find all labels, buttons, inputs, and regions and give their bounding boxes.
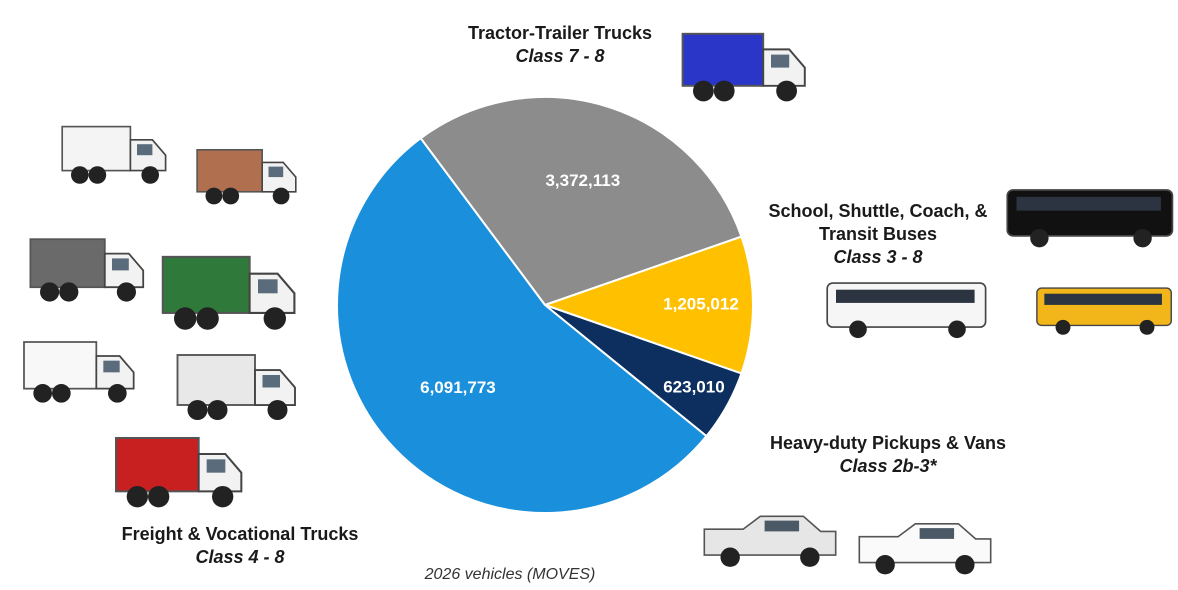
class-label: Class 3 - 8	[760, 246, 996, 269]
note: 2026 vehicles (MOVES)	[0, 566, 1020, 584]
category-label: Freight & Vocational Trucks	[122, 524, 359, 544]
page: {"chart_data": {"type": "pie", "categori…	[0, 0, 1178, 590]
class-label: Class 7 - 8	[440, 45, 680, 68]
pickup-image	[704, 516, 835, 567]
delivery-truck-image	[24, 342, 134, 403]
class-label: Class 2b-3*	[740, 455, 1036, 478]
garbage-truck-image	[163, 257, 295, 330]
transit-bus-image	[827, 283, 985, 338]
box-truck-image	[62, 127, 165, 184]
chart: 3,372,113 1,205,012 623,010 6,091,773	[0, 0, 1178, 590]
shuttle-bus-image	[1007, 190, 1172, 247]
value-label: 623,010	[663, 378, 724, 397]
value-label: 3,372,113	[545, 171, 620, 190]
dump-truck-image	[30, 239, 143, 301]
stake-truck-image	[197, 150, 296, 205]
category-label: School, Shuttle, Coach, & Transit Buses	[768, 201, 987, 244]
pie: 3,372,113 1,205,012 623,010 6,091,773	[337, 97, 753, 513]
school-bus-image	[1037, 288, 1171, 335]
value-label: 6,091,773	[420, 378, 496, 397]
category-label: Tractor-Trailer Trucks	[468, 23, 652, 43]
tractor-image	[683, 34, 805, 102]
value-label: 1,205,012	[663, 295, 739, 314]
category-label: Heavy-duty Pickups & Vans	[770, 433, 1006, 453]
utility-truck-image	[178, 355, 296, 420]
mixer-truck-image	[116, 438, 241, 507]
